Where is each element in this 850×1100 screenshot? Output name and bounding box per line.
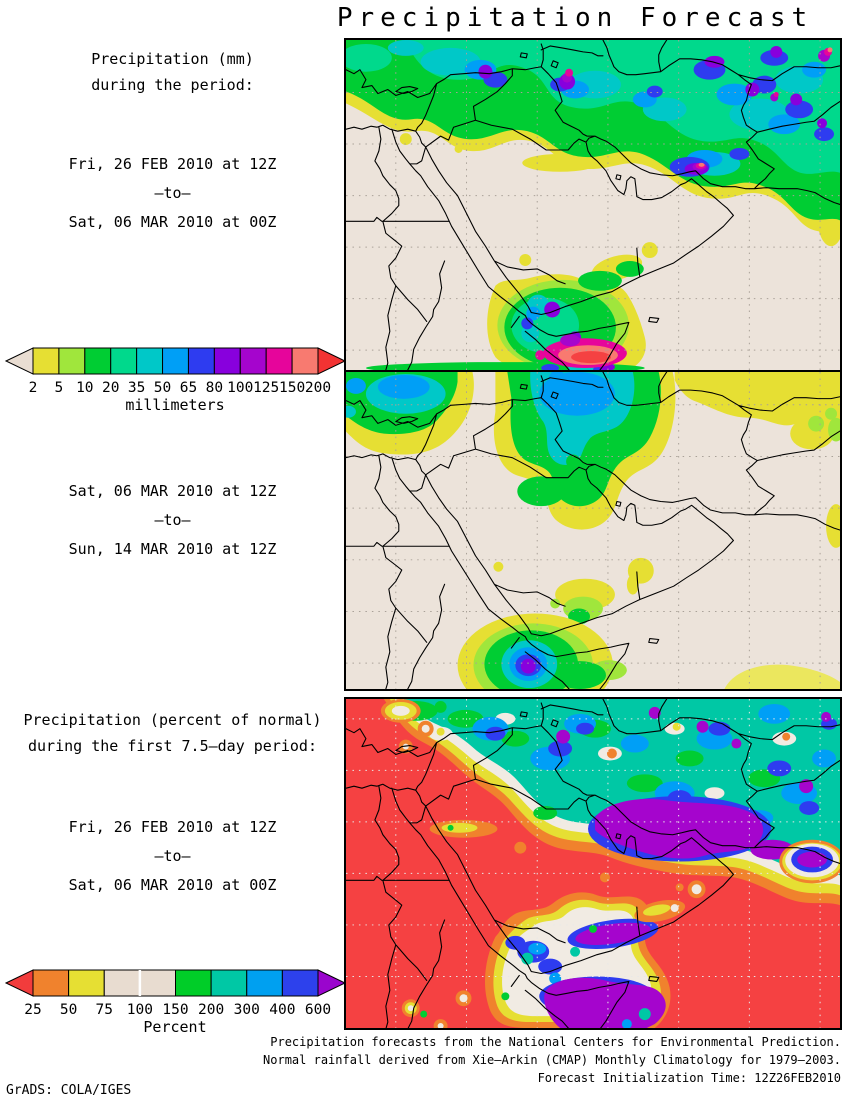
legend-left-arrow: [4, 969, 34, 997]
footer-line3: Forecast Initialization Time: 12Z26FEB20…: [537, 1071, 841, 1085]
legend-swatch: [110, 347, 138, 375]
period-separator: –to–: [154, 511, 191, 529]
precip-map-week1: [344, 38, 842, 372]
legend-swatch: [265, 347, 293, 375]
legend-tick-label: 400: [269, 1002, 295, 1018]
percent-of-normal-map: [344, 697, 842, 1030]
legend-tick-label: 35: [128, 380, 145, 396]
footer-notes: Precipitation forecasts from the Nationa…: [221, 1033, 841, 1087]
legend-swatch: [162, 347, 189, 375]
percent-colorbar: 25 50 75 100 150 200 300 400 600 Percent: [3, 969, 348, 1035]
period-end: Sat, 06 MAR 2010 at 00Z: [68, 213, 277, 231]
legend-swatch: [281, 969, 319, 997]
legend-tick-label: 125: [253, 380, 279, 396]
legend-swatch: [210, 969, 248, 997]
period-start: Fri, 26 FEB 2010 at 12Z: [68, 155, 277, 173]
legend-tick-label: 50: [60, 1002, 77, 1018]
pct-heading-line2: during the first 7.5–day period:: [28, 737, 317, 755]
precip-shading-layer: [346, 40, 840, 370]
legend-unit-label: millimeters: [125, 396, 224, 413]
legend-tick-label: 200: [198, 1002, 224, 1018]
legend-swatch: [32, 347, 60, 375]
legend-tick-label: 80: [206, 380, 223, 396]
latlon-grid: [346, 40, 840, 370]
legend-swatch: [84, 347, 112, 375]
mm-period-1: Fri, 26 FEB 2010 at 12Z –to– Sat, 06 MAR…: [0, 150, 345, 237]
footer-line1: Precipitation forecasts from the Nationa…: [270, 1035, 841, 1049]
legend-tick-label: 65: [180, 380, 197, 396]
pct-heading-line1: Precipitation (percent of normal): [23, 711, 322, 729]
page-title: Precipitation Forecast: [336, 3, 814, 33]
period-start: Sat, 06 MAR 2010 at 12Z: [68, 482, 277, 500]
legend-right-arrow: [317, 969, 347, 997]
latlon-grid: [346, 699, 840, 1028]
legend-tick-label: 20: [102, 380, 119, 396]
legend-swatch: [175, 969, 212, 997]
period-end: Sat, 06 MAR 2010 at 00Z: [68, 876, 277, 894]
legend-tick-label: 100: [127, 1002, 153, 1018]
pct-heading: Precipitation (percent of normal) during…: [0, 707, 345, 759]
legend-swatch: [139, 969, 176, 997]
mm-colorbar: 2 5 10 20 35 50 65 80 100 125 150 200 millimeters: [3, 347, 348, 413]
period-separator: –to–: [154, 184, 191, 202]
footer-line2: Normal rainfall derived from Xie–Arkin (…: [263, 1053, 841, 1067]
legend-swatch: [291, 347, 319, 375]
legend-tick-label: 75: [96, 1002, 113, 1018]
precip-map-week2: [344, 370, 842, 691]
legend-swatch: [58, 347, 86, 375]
legend-swatch: [213, 347, 241, 375]
percent-shading-layer: [380, 699, 840, 1028]
legend-tick-label: 200: [305, 380, 331, 396]
mm-heading-line2: during the period:: [91, 76, 254, 94]
legend-swatch: [103, 969, 141, 997]
precip-map-week2-svg: [346, 372, 840, 689]
percent-map-svg: [346, 699, 840, 1028]
pct-period: Fri, 26 FEB 2010 at 12Z –to– Sat, 06 MAR…: [0, 813, 345, 900]
legend-unit-label: Percent: [143, 1018, 206, 1035]
legend-tick-label: 50: [154, 380, 171, 396]
legend-tick-label: 5: [55, 380, 64, 396]
legend-swatch: [239, 347, 267, 375]
period-start: Fri, 26 FEB 2010 at 12Z: [68, 818, 277, 836]
legend-tick-label: 25: [24, 1002, 41, 1018]
mm-heading-line1: Precipitation (mm): [91, 50, 254, 68]
period-end: Sun, 14 MAR 2010 at 12Z: [68, 540, 277, 558]
legend-tick-label: 150: [162, 1002, 188, 1018]
legend-tick-label: 300: [234, 1002, 260, 1018]
legend-swatch: [68, 969, 105, 997]
legend-swatch: [32, 969, 70, 997]
legend-swatch: [246, 969, 283, 997]
mm-heading: Precipitation (mm) during the period:: [0, 46, 345, 98]
legend-tick-label: 600: [305, 1002, 331, 1018]
legend-tick-label: 150: [279, 380, 305, 396]
period-separator: –to–: [154, 847, 191, 865]
legend-swatch: [136, 347, 164, 375]
precip-shading-layer: [346, 372, 840, 689]
legend-tick-label: 10: [76, 380, 93, 396]
legend-swatch: [187, 347, 215, 375]
legend-left-arrow: [4, 347, 34, 375]
grads-credit: GrADS: COLA/IGES: [6, 1083, 132, 1098]
legend-right-arrow: [317, 347, 347, 375]
legend-tick-label: 2: [29, 380, 38, 396]
legend-tick-label: 100: [227, 380, 253, 396]
precip-map-week1-svg: [346, 40, 840, 370]
mm-period-2: Sat, 06 MAR 2010 at 12Z –to– Sun, 14 MAR…: [0, 477, 345, 564]
